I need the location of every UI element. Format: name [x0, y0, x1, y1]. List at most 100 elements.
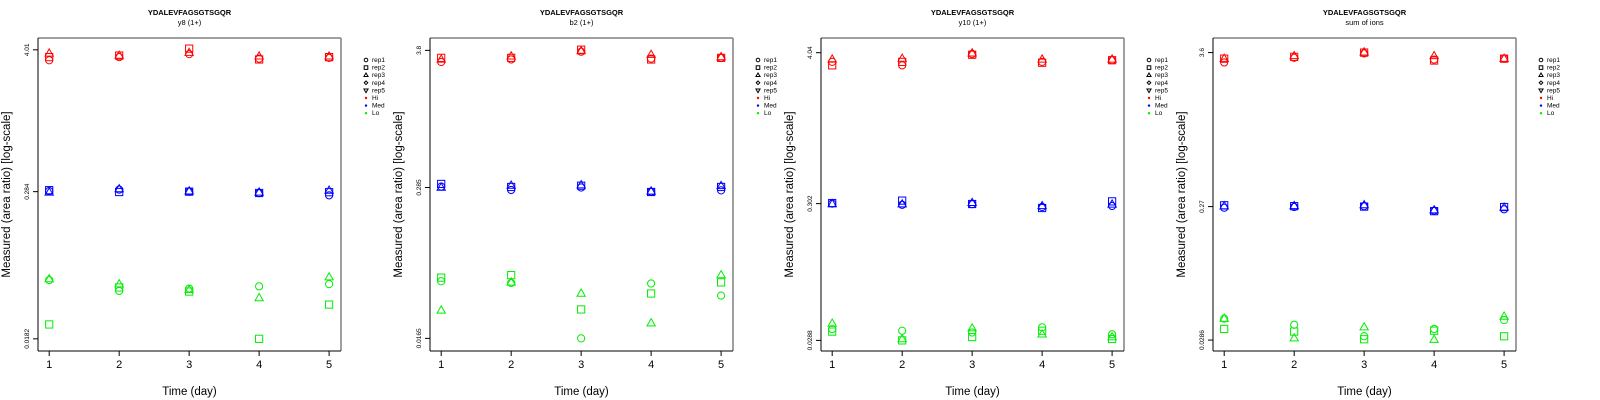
y-tick-label: 0.0288	[807, 330, 814, 350]
legend-rep1-icon	[1538, 57, 1544, 63]
legend-lo-icon	[364, 112, 368, 115]
x-tick-label: 3	[969, 359, 975, 371]
data-point-hi-triangle-up	[967, 47, 978, 57]
legend-med-icon	[364, 104, 368, 107]
data-point-lo-square	[898, 336, 907, 345]
legend-hi-icon	[756, 96, 760, 100]
data-point-lo-triangle-up	[646, 317, 657, 327]
x-tick-label: 4	[648, 359, 654, 371]
x-tick-label: 2	[116, 359, 122, 371]
legend-label: rep1	[1155, 57, 1168, 64]
data-point-lo-circle	[1108, 330, 1117, 339]
data-point-med-square	[437, 179, 446, 189]
legend-rep3-icon	[363, 71, 369, 78]
legend-med-icon	[1147, 104, 1151, 107]
data-point-med-circle	[968, 200, 977, 209]
data-point-lo-triangle-up	[1359, 321, 1370, 331]
data-point-lo-square	[1220, 324, 1229, 334]
data-point-hi-triangle-up	[646, 49, 657, 58]
chart-subtitle: sum of ions	[1345, 18, 1384, 27]
data-point-hi-triangle-up	[324, 50, 335, 60]
data-point-lo-circle	[1430, 324, 1439, 334]
data-point-lo-square	[1430, 326, 1439, 335]
data-point-med-square	[1108, 197, 1117, 206]
legend-med-icon	[756, 104, 760, 107]
data-point-med-triangle-up	[114, 183, 125, 193]
x-tick-label: 2	[1291, 359, 1297, 371]
legend-hi-icon	[1147, 96, 1151, 100]
legend-label: rep4	[764, 80, 777, 87]
x-tick-label: 1	[46, 359, 52, 371]
data-point-lo-triangle-up	[1289, 332, 1300, 342]
data-point-lo-circle	[898, 326, 907, 335]
legend-label: rep5	[1155, 87, 1168, 94]
data-point-lo-triangle-up	[1219, 313, 1230, 322]
legend-label: rep3	[1155, 72, 1168, 79]
legend-rep4-icon	[363, 80, 369, 86]
data-point-hi-triangle-up	[1107, 53, 1118, 63]
data-point-med-circle	[507, 185, 516, 195]
x-tick-label: 1	[1221, 359, 1227, 371]
data-point-hi-square	[647, 55, 656, 64]
data-point-med-square	[1290, 202, 1299, 211]
data-point-lo-triangle-up	[506, 276, 517, 286]
chart-title: YDALEVFAGSGTSGQR	[1323, 8, 1407, 17]
legend-label: Med	[1547, 103, 1560, 110]
chart-title: YDALEVFAGSGTSGQR	[931, 8, 1015, 17]
legend-hi-icon	[364, 96, 368, 100]
data-point-hi-triangle-up	[1219, 53, 1230, 62]
data-point-lo-triangle-up	[324, 271, 335, 281]
legend-label: rep5	[1547, 87, 1560, 94]
legend-label: Lo	[764, 110, 772, 117]
y-tick-label: 3.6	[1199, 48, 1206, 57]
legend-label: rep2	[1155, 65, 1168, 72]
legend-med-icon	[1539, 104, 1543, 107]
data-point-med-triangle-up	[1219, 200, 1230, 210]
data-point-med-circle	[898, 200, 907, 209]
y-tick-label: 0.0182	[24, 329, 31, 349]
legend-label: rep4	[372, 80, 385, 87]
legend-label: rep5	[372, 87, 385, 94]
x-tick-label: 1	[829, 359, 835, 371]
data-point-lo-square	[115, 283, 124, 292]
legend-rep4-icon	[1146, 80, 1152, 86]
data-point-med-triangle-up	[1107, 198, 1118, 208]
data-point-hi-square	[185, 44, 194, 53]
data-point-med-triangle-up	[1499, 201, 1510, 211]
data-point-lo-circle	[1360, 332, 1369, 341]
legend-label: Med	[1155, 103, 1168, 110]
data-point-hi-triangle-up	[1359, 46, 1370, 56]
data-point-lo-triangle-up	[576, 288, 587, 297]
legend-lo-icon	[1539, 112, 1543, 115]
x-axis-label: Time (day)	[945, 386, 1000, 398]
legend-label: Hi	[1547, 95, 1553, 102]
legend-label: rep3	[372, 72, 385, 79]
y-tick-label: 0.0165	[416, 328, 423, 348]
data-point-lo-square	[437, 273, 446, 282]
chart-subtitle: y10 (1+)	[959, 18, 987, 27]
legend-rep1-icon	[363, 57, 369, 63]
data-point-lo-triangle-up	[1499, 311, 1510, 320]
data-point-lo-square	[647, 289, 656, 298]
x-tick-label: 3	[578, 359, 584, 371]
data-point-lo-triangle-up	[967, 322, 978, 332]
data-point-lo-square	[717, 278, 726, 287]
data-point-hi-triangle-up	[254, 50, 265, 60]
data-point-lo-circle	[1290, 320, 1299, 329]
legend-rep2-icon	[1146, 65, 1152, 70]
legend-label: rep1	[372, 57, 385, 64]
data-point-lo-square	[1500, 332, 1509, 341]
data-point-hi-triangle-up	[716, 51, 727, 61]
data-point-med-square	[577, 181, 586, 190]
legend-hi-icon	[1539, 96, 1543, 100]
legend-rep5-icon	[363, 88, 369, 94]
data-point-med-triangle-up	[1037, 200, 1048, 210]
data-point-med-triangle-up	[436, 182, 447, 191]
data-point-lo-triangle-up	[114, 278, 125, 288]
legend-label: rep4	[1155, 80, 1168, 87]
data-point-hi-triangle-up	[184, 47, 195, 56]
y-tick-label: 4.01	[24, 43, 31, 56]
